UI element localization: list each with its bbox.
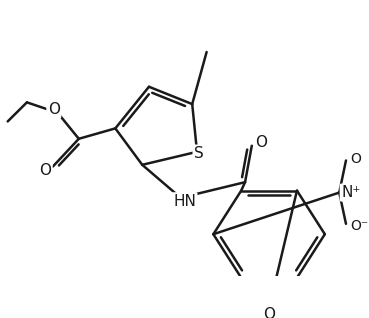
- Text: O: O: [255, 135, 268, 150]
- Text: O⁻: O⁻: [350, 218, 368, 232]
- Text: N⁺: N⁺: [341, 185, 361, 200]
- Text: O: O: [39, 162, 51, 177]
- Text: HN: HN: [173, 194, 196, 209]
- Text: S: S: [194, 146, 204, 161]
- Text: O: O: [350, 152, 361, 166]
- Text: O: O: [263, 308, 275, 318]
- Text: O: O: [48, 102, 60, 117]
